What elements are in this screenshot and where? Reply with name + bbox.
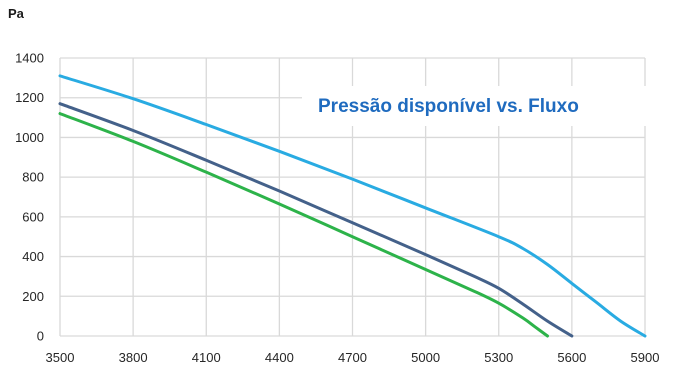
- grid: [59, 57, 646, 337]
- x-tick-label: 4100: [192, 350, 221, 365]
- x-tick-label: 4400: [265, 350, 294, 365]
- y-tick-label: 1200: [15, 90, 44, 105]
- y-tick-label: 200: [22, 289, 44, 304]
- y-tick-label: 800: [22, 170, 44, 185]
- title-backdrop: [302, 86, 691, 126]
- x-tick-label: 3800: [119, 350, 148, 365]
- y-tick-label: 1400: [15, 51, 44, 66]
- x-tick-label: 3500: [46, 350, 75, 365]
- chart-title: Pressão disponível vs. Fluxo: [318, 96, 579, 117]
- x-tick-label: 5300: [484, 350, 513, 365]
- y-axis-unit-label: Pa: [8, 6, 25, 21]
- tick-labels: 0 200 400 600 800 1000 1200 1400 3500 3800 4100 440…: [15, 51, 659, 366]
- y-tick-label: 1000: [15, 130, 44, 145]
- x-tick-label: 5000: [411, 350, 440, 365]
- x-tick-label: 5900: [631, 350, 660, 365]
- y-tick-label: 400: [22, 249, 44, 264]
- x-tick-label: 5600: [557, 350, 586, 365]
- series-line-2: [58, 102, 574, 338]
- series-layer: [58, 74, 647, 338]
- series-line-3: [58, 112, 549, 338]
- y-tick-label: 0: [37, 329, 44, 344]
- x-tick-label: 4700: [338, 350, 367, 365]
- y-tick-label: 600: [22, 209, 44, 224]
- series-line-1: [58, 74, 647, 338]
